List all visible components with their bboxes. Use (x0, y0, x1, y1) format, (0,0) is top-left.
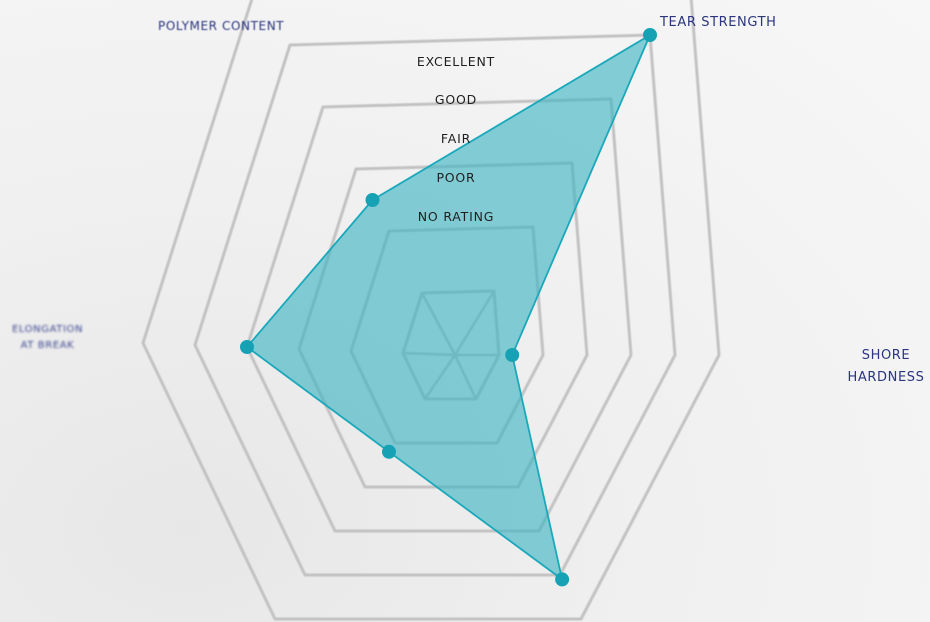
axis-label-shore-hardness: SHORE HARDNESS (847, 348, 925, 385)
level-label-excellent: EXCELLENT (417, 54, 495, 69)
level-label-good: GOOD (435, 92, 477, 107)
data-area (246, 34, 651, 581)
axis-label-polymer-content: POLYMER CONTENT (158, 19, 285, 33)
grid-ring-4 (245, 97, 633, 533)
data-point-3 (382, 444, 396, 459)
grid-ring-3 (297, 161, 589, 489)
grid-ring-5 (193, 33, 677, 577)
level-label-fair: FAIR (441, 131, 471, 146)
axis-label-elongation-at-break: ELONGATION AT BREAK (11, 324, 84, 351)
data-point-0 (643, 28, 657, 42)
data-point-5 (365, 193, 380, 207)
data-point-1 (505, 348, 520, 362)
axis-label-tear-strength: TEAR STRENGTH (660, 15, 777, 30)
level-label-no-rating: NO RATING (418, 209, 494, 224)
data-point-4 (240, 340, 254, 354)
level-label-poor: POOR (436, 170, 475, 185)
grid-ring-6 (141, 0, 721, 621)
data-point-2 (555, 572, 570, 587)
